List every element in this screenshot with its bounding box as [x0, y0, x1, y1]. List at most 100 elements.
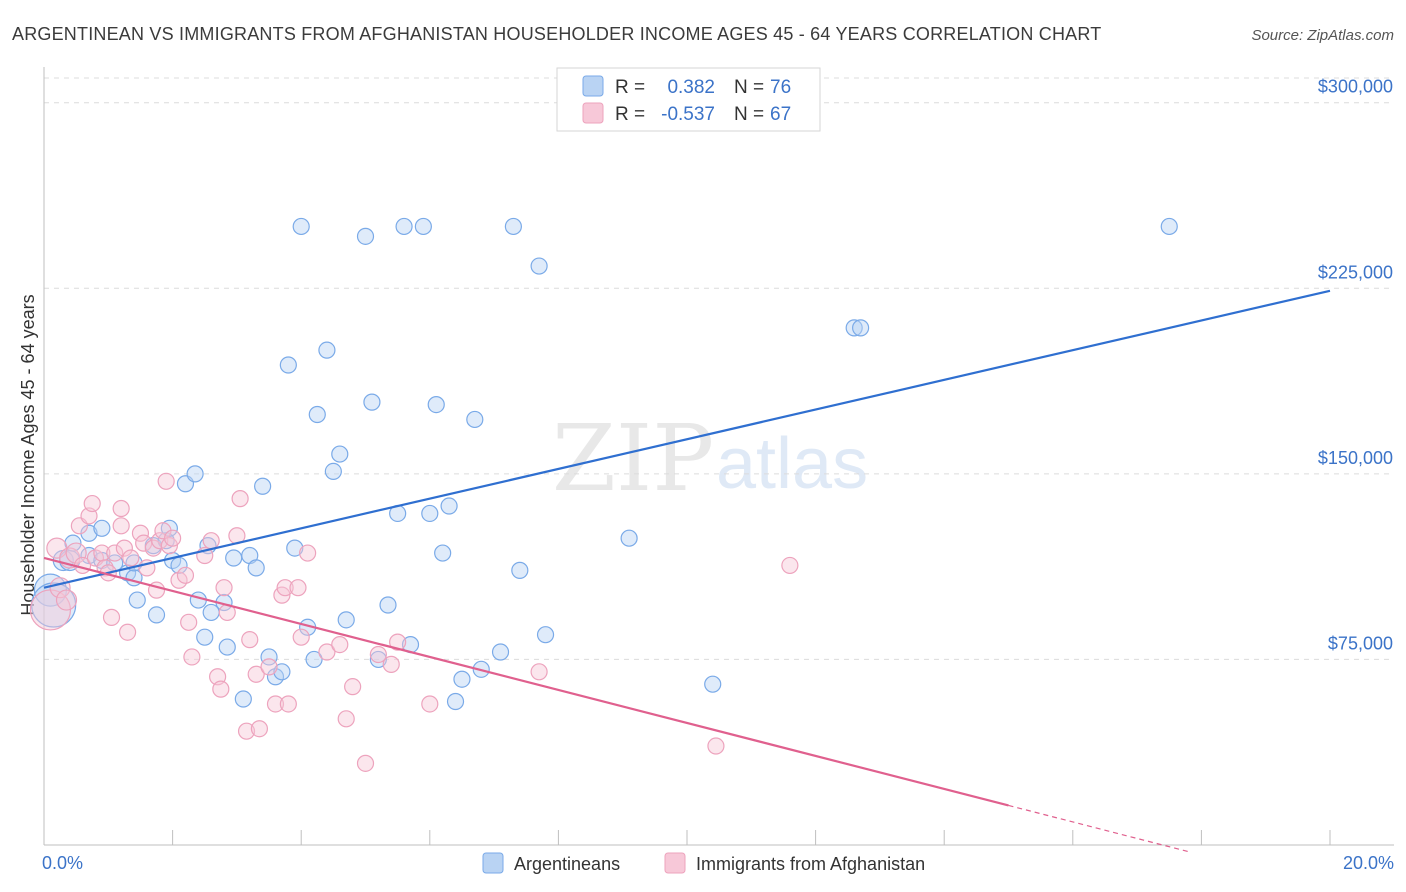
- data-point: [389, 633, 407, 651]
- series-legend-label-afghanistan: Immigrants from Afghanistan: [696, 854, 925, 874]
- stats-legend-n-value-0: 76: [770, 77, 791, 98]
- data-point: [102, 608, 121, 626]
- data-point: [446, 692, 465, 711]
- data-point: [530, 257, 548, 275]
- data-point: [421, 504, 439, 523]
- data-point: [331, 445, 349, 463]
- data-point: [305, 650, 323, 669]
- series-legend-swatch-afghanistan: [664, 852, 686, 874]
- data-point: [225, 549, 243, 567]
- y-tick-label: $300,000: [1318, 77, 1393, 97]
- data-point: [363, 393, 381, 411]
- data-point: [93, 519, 111, 537]
- data-point: [212, 680, 230, 698]
- x-tick-label-max: 20.0%: [1343, 853, 1394, 873]
- y-tick-label: $75,000: [1328, 633, 1393, 653]
- data-point: [356, 754, 375, 772]
- y-tick-label: $150,000: [1318, 448, 1393, 468]
- data-point: [247, 665, 265, 683]
- data-point: [106, 544, 124, 562]
- data-point: [164, 529, 182, 547]
- trend-line-argentineans: [43, 289, 1331, 589]
- data-point: [308, 405, 326, 424]
- x-tick-label-min: 0.0%: [42, 853, 83, 873]
- data-point: [218, 638, 236, 656]
- data-point: [180, 613, 198, 631]
- stats-legend-swatch-argentineans: [582, 75, 604, 97]
- data-point: [356, 227, 375, 245]
- series-legend-swatch-argentineans: [482, 852, 504, 874]
- data-point: [427, 395, 445, 414]
- data-point: [147, 606, 166, 624]
- data-point: [266, 695, 285, 713]
- series-legend-label-argentineans: Argentineans: [514, 854, 620, 874]
- data-point: [289, 579, 307, 597]
- data-point: [276, 579, 294, 597]
- data-point: [83, 494, 101, 513]
- data-point: [369, 650, 387, 669]
- stats-legend-n-value-1: 67: [770, 104, 791, 125]
- data-point: [292, 628, 310, 646]
- data-point: [781, 556, 799, 575]
- data-point: [250, 720, 269, 738]
- data-point: [344, 678, 362, 696]
- data-point: [704, 675, 722, 693]
- data-point: [112, 517, 130, 535]
- data-point: [434, 544, 452, 562]
- trend-line-extension: [1008, 804, 1189, 853]
- data-point: [337, 710, 355, 728]
- chart-title: ARGENTINEAN VS IMMIGRANTS FROM AFGHANIST…: [12, 24, 1101, 44]
- trend-lines: [43, 289, 1331, 853]
- series-points-argentineans: [31, 217, 1178, 711]
- data-point: [318, 341, 336, 359]
- data-point: [234, 690, 252, 708]
- stats-legend-r-value-0: 0.382: [667, 77, 715, 98]
- data-point: [440, 497, 458, 515]
- trend-line-afghanistan: [43, 556, 1009, 807]
- data-point: [414, 217, 432, 236]
- data-point: [157, 472, 175, 490]
- data-point: [279, 356, 297, 374]
- data-point: [421, 695, 439, 713]
- data-point: [369, 645, 387, 664]
- y-tick-labels: $75,000 $150,000 $225,000 $300,000: [1318, 77, 1393, 654]
- data-point: [379, 596, 397, 614]
- stats-legend-n-label-0: N =: [734, 77, 764, 98]
- data-point: [122, 549, 140, 567]
- gridlines: [44, 77, 1394, 660]
- data-point: [491, 643, 510, 661]
- data-point: [260, 648, 278, 666]
- data-point: [112, 499, 130, 518]
- axes: [43, 67, 1394, 846]
- y-axis-label: Householder Income Ages 45 - 64 years: [18, 294, 38, 615]
- data-point: [254, 477, 272, 495]
- stats-legend-r-label-1: R =: [615, 104, 645, 125]
- data-point: [707, 737, 725, 755]
- data-point: [530, 663, 548, 681]
- data-point: [286, 539, 304, 557]
- data-point: [382, 655, 400, 673]
- data-point: [231, 490, 249, 508]
- data-point: [337, 611, 355, 629]
- data-point: [504, 217, 522, 236]
- data-point: [241, 631, 259, 649]
- data-point: [318, 643, 336, 661]
- data-point: [183, 648, 201, 666]
- watermark-atlas: atlas: [716, 424, 868, 504]
- data-point: [852, 319, 870, 337]
- series-legend: Argentineans Immigrants from Afghanistan: [482, 852, 925, 874]
- stats-legend-swatch-afghanistan: [582, 102, 604, 124]
- data-point: [128, 591, 146, 609]
- chart-source: Source: ZipAtlas.com: [1251, 27, 1394, 44]
- data-point: [395, 217, 413, 236]
- data-point: [324, 462, 342, 480]
- data-point: [620, 529, 638, 547]
- stats-legend: R = 0.382 N = 76 R = -0.537 N = 67: [556, 67, 821, 132]
- stats-legend-r-label-0: R =: [615, 77, 645, 98]
- stats-legend-n-label-1: N =: [734, 104, 764, 125]
- data-point: [299, 544, 317, 562]
- data-point: [237, 722, 256, 740]
- data-point: [151, 532, 169, 550]
- data-point: [131, 524, 150, 542]
